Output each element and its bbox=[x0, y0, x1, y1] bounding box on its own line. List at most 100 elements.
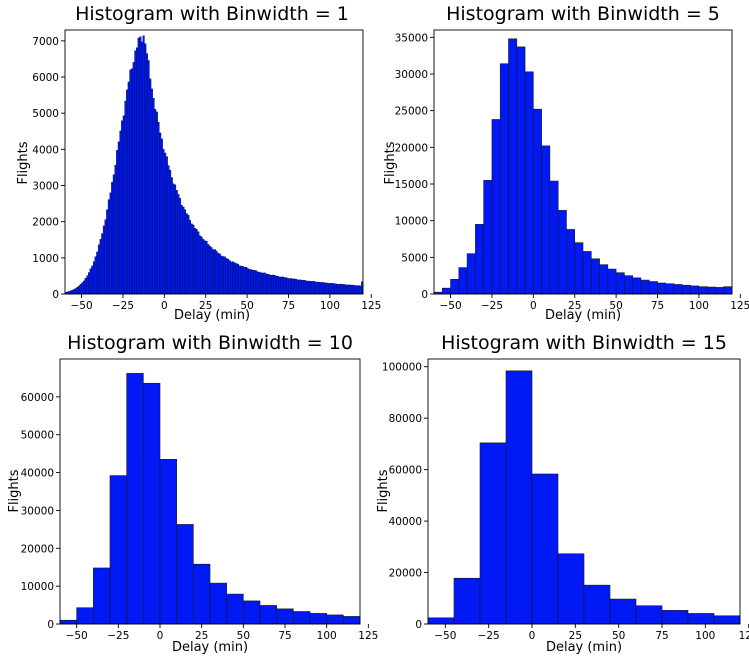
histogram-bar bbox=[251, 270, 254, 295]
x-tick-label: 100 bbox=[689, 300, 709, 312]
histogram-bar bbox=[210, 247, 213, 295]
histogram-bar bbox=[143, 382, 161, 625]
histogram-bar bbox=[648, 281, 658, 295]
x-tick-label: 75 bbox=[282, 300, 295, 312]
histogram-bar bbox=[624, 275, 633, 295]
histogram-bar bbox=[293, 278, 296, 295]
x-tick-label: 50 bbox=[612, 630, 625, 642]
x-tick-label: 0 bbox=[161, 300, 168, 312]
y-tick-label: 60000 bbox=[21, 392, 54, 404]
x-tick-label: 25 bbox=[195, 630, 208, 642]
histogram-bar bbox=[59, 619, 77, 625]
x-tick-label: 100 bbox=[317, 630, 337, 642]
histogram-bar bbox=[184, 209, 187, 295]
histogram-bar bbox=[343, 616, 361, 625]
histogram-bar bbox=[324, 282, 327, 295]
histogram-bar bbox=[319, 282, 322, 295]
histogram-bar bbox=[93, 567, 111, 625]
histogram-bar bbox=[499, 63, 509, 295]
bars bbox=[427, 370, 741, 625]
histogram-bar bbox=[346, 284, 349, 295]
histogram-bar bbox=[549, 180, 559, 295]
histogram-bar bbox=[268, 274, 271, 295]
histogram-bar bbox=[84, 278, 87, 295]
histogram-bar bbox=[78, 285, 81, 295]
histogram-bar bbox=[275, 275, 278, 295]
y-tick-label: 15000 bbox=[395, 179, 428, 191]
histogram-bar bbox=[112, 174, 115, 295]
histogram-bar bbox=[228, 260, 231, 295]
x-tick-label: −50 bbox=[434, 630, 456, 642]
histogram-bar bbox=[309, 281, 312, 295]
histogram-bar bbox=[682, 284, 691, 295]
histogram-bar bbox=[270, 275, 273, 295]
histogram-bar bbox=[590, 258, 600, 295]
histogram-bar bbox=[225, 258, 228, 295]
histogram-bar bbox=[261, 272, 264, 295]
histogram-bar bbox=[139, 36, 142, 295]
histogram-bar bbox=[271, 274, 274, 295]
histogram-bar bbox=[174, 184, 177, 295]
histogram-bar bbox=[673, 284, 683, 295]
histogram-bar bbox=[331, 283, 334, 295]
x-axis-label: Delay (min) bbox=[546, 640, 622, 655]
histogram-bar bbox=[220, 255, 223, 295]
y-tick-label: 80000 bbox=[389, 413, 422, 425]
x-axis-label: Delay (min) bbox=[172, 640, 248, 655]
histogram-bar bbox=[97, 244, 100, 295]
chart-title: Histogram with Binwidth = 15 bbox=[441, 332, 727, 354]
histogram-bar bbox=[281, 276, 284, 295]
histogram-bar bbox=[326, 614, 344, 625]
histogram-bar bbox=[238, 265, 241, 295]
histogram-bar bbox=[243, 600, 261, 625]
y-tick-label: 1000 bbox=[32, 253, 59, 265]
x-tick-label: 25 bbox=[568, 300, 581, 312]
histogram-bar bbox=[285, 277, 288, 295]
histogram-bar bbox=[81, 282, 84, 295]
histogram-bar bbox=[132, 62, 135, 295]
x-tick-label: 0 bbox=[157, 630, 164, 642]
histogram-bar bbox=[192, 224, 195, 295]
histogram-bar bbox=[248, 269, 251, 295]
histogram-bar bbox=[326, 282, 329, 295]
histogram-bar bbox=[187, 214, 190, 295]
histogram-bar bbox=[79, 284, 82, 295]
histogram-bar bbox=[344, 284, 347, 295]
histogram-bar bbox=[505, 370, 533, 625]
histogram-bar bbox=[323, 282, 326, 295]
histogram-bar bbox=[134, 50, 137, 295]
y-tick-label: 0 bbox=[47, 619, 54, 631]
histogram-bar bbox=[329, 283, 332, 295]
histogram-bar bbox=[144, 43, 147, 295]
x-tick-label: 50 bbox=[609, 300, 622, 312]
histogram-bar bbox=[126, 373, 144, 625]
histogram-bar bbox=[609, 598, 637, 625]
histogram-bar bbox=[531, 473, 559, 625]
x-tick-label: −25 bbox=[478, 630, 500, 642]
x-tick-label: 100 bbox=[695, 630, 715, 642]
x-axis-label: Delay (min) bbox=[174, 308, 250, 323]
histogram-bar bbox=[508, 38, 518, 295]
y-tick-label: 20000 bbox=[21, 543, 54, 555]
y-tick-label: 5000 bbox=[401, 252, 428, 264]
histogram-bar bbox=[314, 281, 317, 295]
x-tick-label: −50 bbox=[439, 300, 461, 312]
histogram-bar bbox=[207, 244, 210, 295]
histogram-panel-binwidth-5: Histogram with Binwidth = 5 Delay (min) … bbox=[383, 3, 749, 323]
histogram-bar bbox=[226, 593, 244, 625]
y-tick-label: 30000 bbox=[395, 69, 428, 81]
histogram-bar bbox=[202, 239, 205, 295]
histogram-bar bbox=[73, 289, 76, 295]
histogram-bar bbox=[278, 276, 281, 295]
histogram-bar bbox=[640, 279, 650, 295]
histogram-bar bbox=[301, 280, 304, 295]
histogram-bar bbox=[104, 219, 107, 295]
histogram-bar bbox=[198, 235, 201, 295]
histogram-bar bbox=[107, 199, 110, 295]
y-tick-label: 0 bbox=[52, 289, 59, 301]
histogram-bar bbox=[318, 282, 321, 295]
histogram-bar bbox=[259, 605, 277, 625]
histogram-bar bbox=[182, 206, 185, 295]
histogram-bar bbox=[99, 239, 102, 295]
